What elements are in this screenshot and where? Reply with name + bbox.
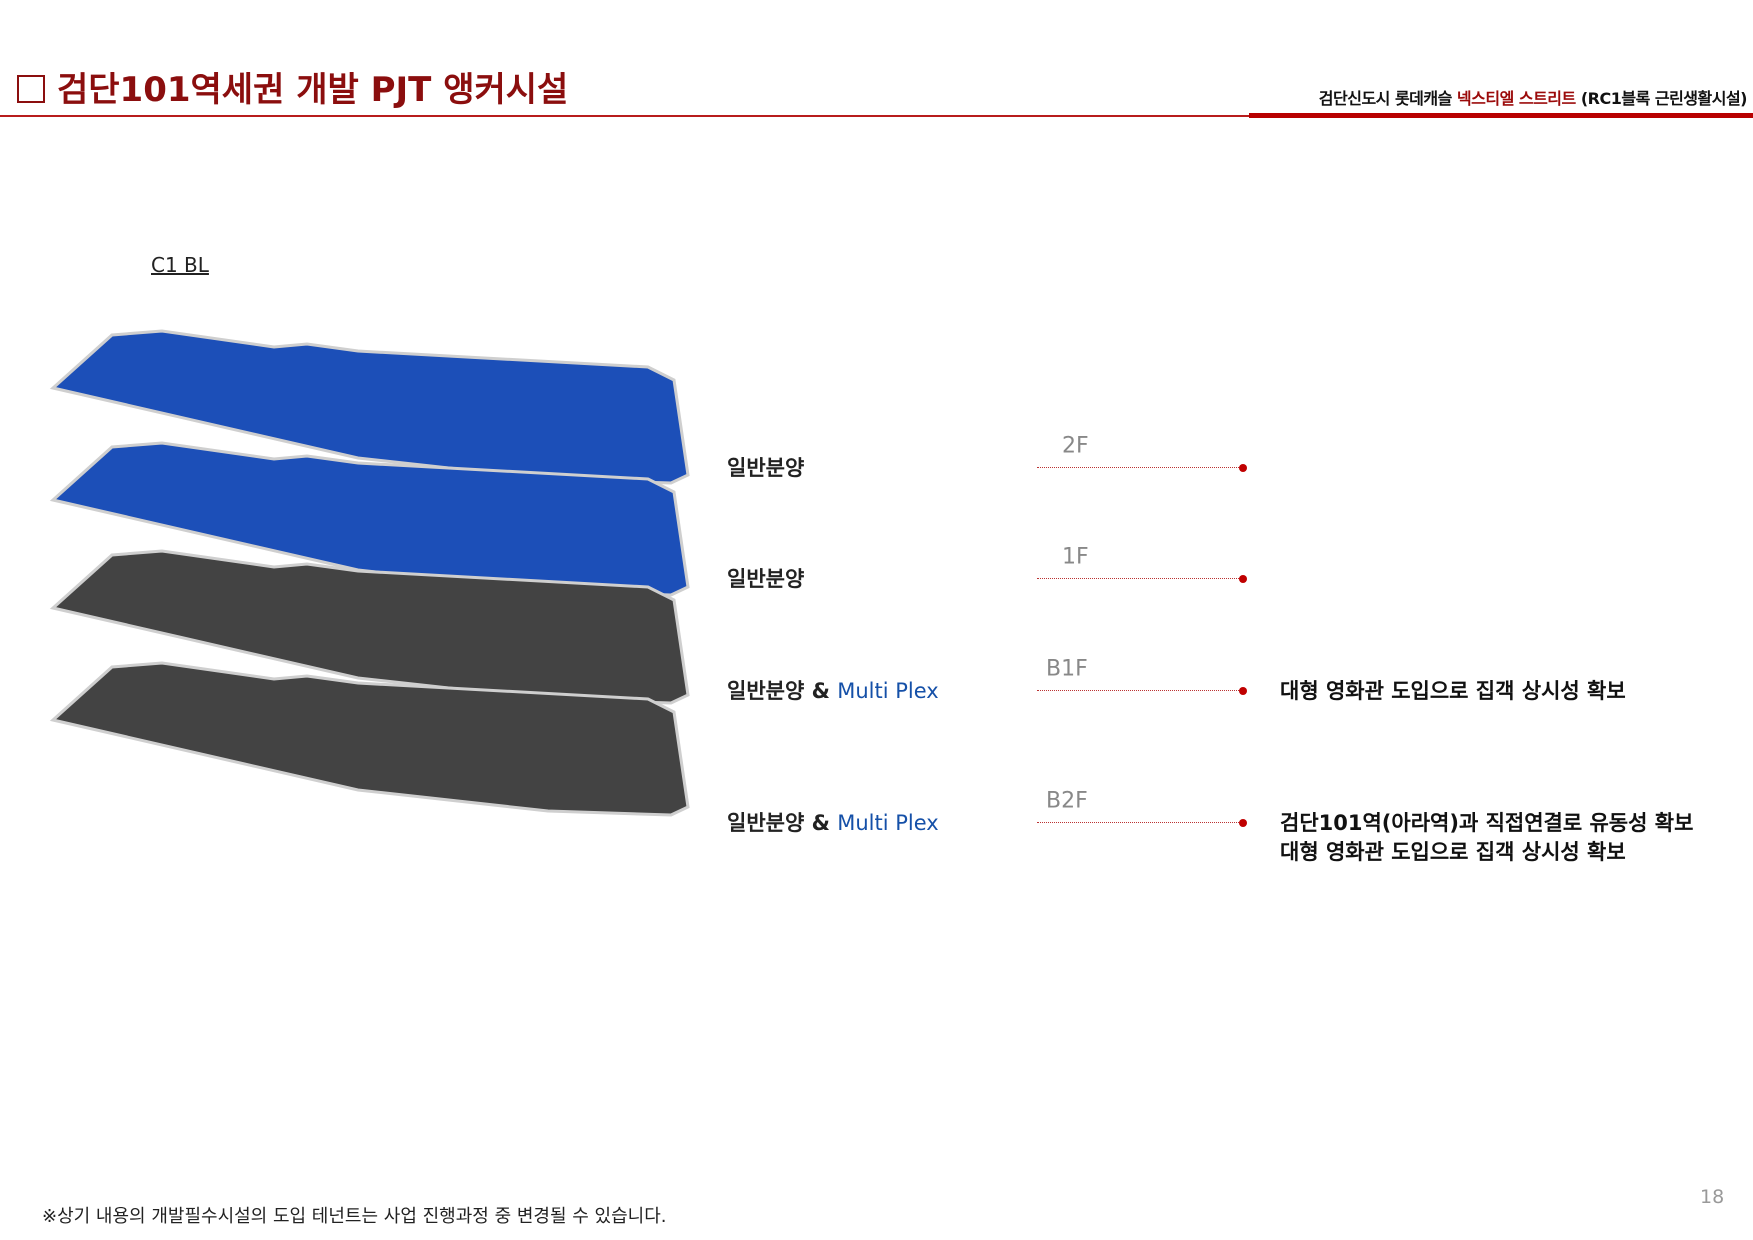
floor-slab-B2F — [49, 661, 690, 817]
subtitle-highlight: 넥스티엘 스트리트 — [1456, 89, 1576, 108]
floor-description: 대형 영화관 도입으로 집객 상시성 확보 — [1280, 840, 1626, 864]
block-label: C1 BL — [151, 253, 209, 277]
subtitle-post: (RC1블록 근린생활시설) — [1575, 89, 1748, 108]
leader-dot-icon — [1239, 575, 1247, 583]
use-text: 일반분양 — [727, 456, 805, 480]
page-title: 검단101역세권 개발 PJT 앵커시설 — [17, 62, 568, 111]
leader-line — [1037, 578, 1241, 579]
header-accent-bar — [1249, 113, 1753, 118]
floor-use-label: 일반분양 & Multi Plex — [727, 807, 939, 837]
footnote: ※상기 내용의 개발필수시설의 도입 테넌트는 사업 진행과정 중 변경될 수 … — [42, 1206, 667, 1227]
leader-dot-icon — [1239, 687, 1247, 695]
floor-description: 대형 영화관 도입으로 집객 상시성 확보 — [1280, 679, 1626, 703]
leader-dot-icon — [1239, 819, 1247, 827]
multiplex-text: Multi Plex — [837, 811, 939, 835]
floor-use-label: 일반분양 — [727, 563, 804, 593]
use-text: 일반분양 & — [727, 811, 838, 835]
title-text: 검단101역세권 개발 PJT 앵커시설 — [57, 70, 569, 110]
leader-line — [1037, 467, 1241, 468]
floor-name: B1F — [1046, 656, 1088, 682]
leader-line — [1037, 822, 1241, 823]
floor-name: B2F — [1046, 788, 1088, 814]
leader-dot-icon — [1239, 464, 1247, 472]
header-divider — [0, 115, 1753, 117]
floor-description: 검단101역(아라역)과 직접연결로 유동성 확보 — [1280, 811, 1694, 835]
subtitle-pre: 검단신도시 롯데캐슬 — [1318, 89, 1457, 108]
floor-use-label: 일반분양 — [727, 452, 804, 482]
floor-use-label: 일반분양 & Multi Plex — [727, 675, 939, 705]
use-text: 일반분양 — [727, 567, 805, 591]
floor-name: 1F — [1062, 544, 1089, 570]
page-number: 18 — [1700, 1186, 1725, 1208]
multiplex-text: Multi Plex — [837, 679, 939, 703]
floor-name: 2F — [1062, 433, 1089, 459]
square-bullet-icon — [17, 75, 45, 103]
leader-line — [1037, 690, 1241, 691]
header-subtitle: 검단신도시 롯데캐슬 넥스티엘 스트리트 (RC1블록 근린생활시설) — [1318, 85, 1748, 109]
use-text: 일반분양 & — [727, 679, 838, 703]
